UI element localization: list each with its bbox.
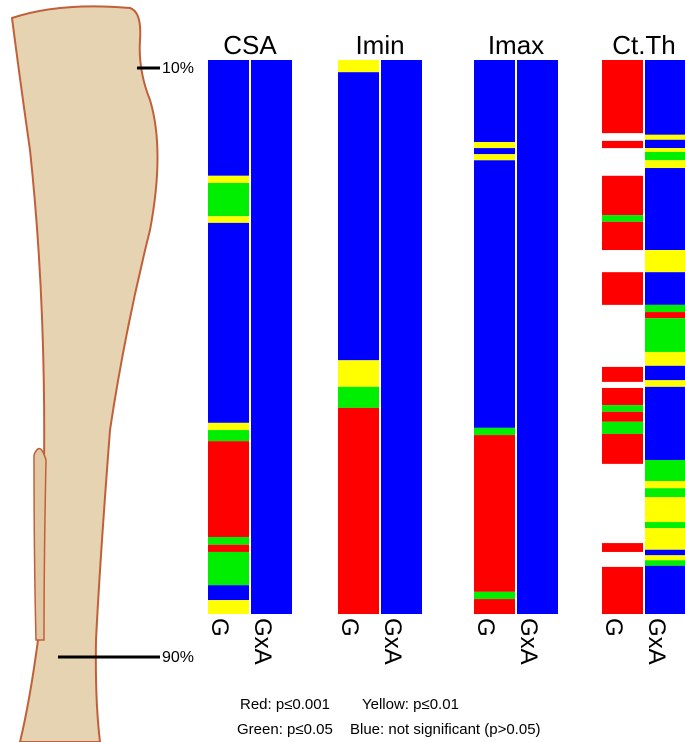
segment <box>208 544 249 552</box>
strip-label: GxA <box>379 618 406 665</box>
segment <box>338 360 379 387</box>
segment <box>645 555 685 561</box>
segment <box>645 272 685 305</box>
segment <box>645 160 685 169</box>
segment <box>338 386 379 408</box>
segment <box>251 60 292 614</box>
segment <box>645 148 685 152</box>
segment <box>208 536 249 545</box>
segment <box>602 140 643 149</box>
legend-entry: Yellow: p≤0.01 <box>362 696 459 713</box>
bone-image <box>10 5 159 742</box>
segment <box>645 565 685 614</box>
segment <box>645 528 685 550</box>
segment <box>602 60 643 134</box>
segment <box>208 422 249 431</box>
legend-entry: Red: p≤0.001 <box>240 696 330 713</box>
segment <box>208 182 249 217</box>
segment <box>381 60 422 614</box>
segment <box>474 141 515 149</box>
strip-label: G <box>600 618 627 637</box>
segment <box>602 421 643 434</box>
column-title: CSA <box>223 30 277 60</box>
segment <box>602 566 643 614</box>
segment <box>208 551 249 586</box>
segment <box>602 215 643 222</box>
segment <box>208 222 249 423</box>
segment <box>602 405 643 412</box>
segment <box>645 380 685 387</box>
segment <box>602 272 643 305</box>
segment <box>208 600 249 614</box>
segment <box>645 522 685 529</box>
legend-entry: Blue: not significant (p>0.05) <box>350 721 541 738</box>
segment <box>602 221 643 251</box>
segment <box>338 407 379 614</box>
segment <box>474 599 515 614</box>
marker-label: 90% <box>162 649 194 666</box>
strip-label: GxA <box>515 618 542 665</box>
segment <box>208 430 249 442</box>
segment <box>208 585 249 601</box>
segment <box>474 154 515 161</box>
segment <box>602 175 643 216</box>
segment <box>602 387 643 406</box>
fibula <box>33 447 47 641</box>
segment <box>645 139 685 149</box>
segment <box>645 549 685 556</box>
segment <box>645 386 685 460</box>
segment <box>645 481 685 489</box>
segment <box>338 72 379 361</box>
column-title: Imin <box>355 30 404 60</box>
segment <box>645 168 685 251</box>
segment <box>645 560 685 566</box>
segment <box>645 497 685 523</box>
segment <box>645 250 685 273</box>
segment <box>474 591 515 600</box>
strip-label: GxA <box>643 618 670 665</box>
strip-label: G <box>472 618 499 637</box>
segment <box>602 543 643 552</box>
segment <box>645 312 685 319</box>
segment <box>645 151 685 161</box>
strip-label: G <box>336 618 363 637</box>
strip-label: GxA <box>249 618 276 665</box>
segment <box>474 60 515 142</box>
strip-label: G <box>206 618 233 637</box>
segment <box>474 435 515 592</box>
segment <box>602 433 643 464</box>
segment <box>645 318 685 352</box>
segment <box>517 60 558 614</box>
marker-label: 10% <box>162 60 194 77</box>
segment <box>208 175 249 183</box>
segment <box>645 351 685 366</box>
segment <box>645 488 685 498</box>
segment <box>645 304 685 313</box>
column-title: Imax <box>488 30 544 60</box>
segment <box>645 134 685 140</box>
segment <box>645 365 685 381</box>
segment <box>474 427 515 436</box>
segment <box>208 60 249 176</box>
segment <box>602 366 643 382</box>
column-title: Ct.Th <box>612 30 676 60</box>
segment <box>645 60 685 135</box>
segment <box>208 216 249 223</box>
segment <box>474 148 515 155</box>
segment <box>645 459 685 482</box>
segment <box>208 441 249 537</box>
legend-entry: Green: p≤0.05 <box>237 721 333 738</box>
segment <box>602 411 643 422</box>
segment <box>474 160 515 428</box>
segment <box>338 60 379 73</box>
